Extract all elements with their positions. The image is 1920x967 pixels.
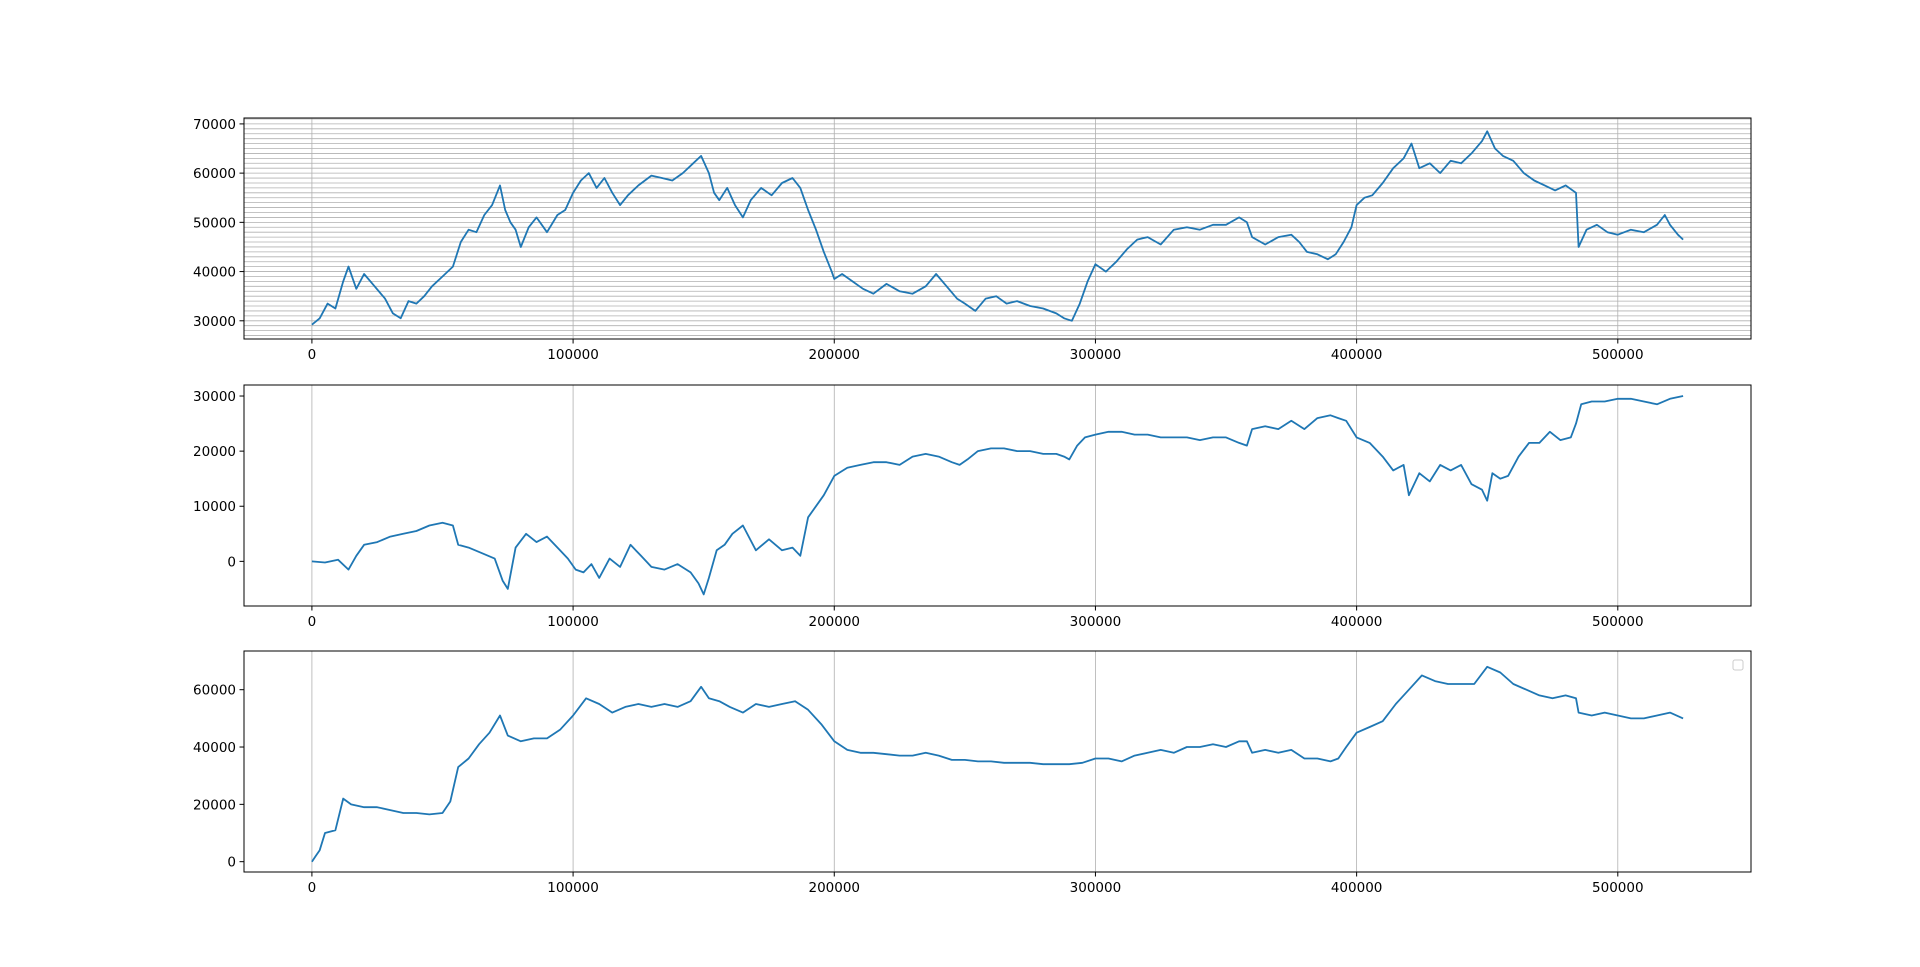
y-tick-label: 10000 [193, 499, 236, 515]
x-tick-label: 500000 [1592, 347, 1644, 363]
x-tick-label: 100000 [547, 347, 599, 363]
x-tick-label: 200000 [808, 614, 860, 630]
y-tick-label: 20000 [193, 444, 236, 460]
y-tick-label: 0 [227, 554, 236, 570]
x-tick-label: 400000 [1331, 880, 1383, 896]
y-tick-label: 40000 [193, 265, 236, 281]
y-tick-label: 20000 [193, 797, 236, 813]
x-tick-label: 0 [308, 614, 317, 630]
x-tick-label: 0 [308, 347, 317, 363]
axes-frame [243, 117, 1752, 340]
y-tick-label: 50000 [193, 215, 236, 231]
x-tick-label: 300000 [1070, 347, 1122, 363]
x-tick-label: 400000 [1331, 347, 1383, 363]
y-tick-label: 40000 [193, 740, 236, 756]
y-tick-label: 60000 [193, 166, 236, 182]
x-tick-label: 500000 [1592, 880, 1644, 896]
y-tick-label: 60000 [193, 683, 236, 699]
x-tick-label: 100000 [547, 614, 599, 630]
axes-frame [243, 650, 1752, 873]
x-tick-label: 200000 [808, 347, 860, 363]
x-tick-label: 500000 [1592, 614, 1644, 630]
x-tick-label: 300000 [1070, 880, 1122, 896]
y-tick-label: 70000 [193, 117, 236, 133]
y-tick-label: 30000 [193, 389, 236, 405]
y-tick-label: 30000 [193, 314, 236, 330]
series-line-1 [311, 395, 1684, 596]
chart-panel-2: 0 100000 200000 300000 400000 500000 0 10000 200… [193, 384, 1752, 630]
x-tick-label: 0 [308, 880, 317, 896]
axes-frame [243, 384, 1752, 607]
x-tick-label: 400000 [1331, 614, 1383, 630]
chart-panel-3: 0 100000 200000 300000 400000 500000 0 20000 400… [193, 650, 1752, 896]
y-minor-gridlines [244, 118, 1751, 336]
x-tick-label: 100000 [547, 880, 599, 896]
y-tick-label: 0 [227, 855, 236, 871]
x-tick-label: 300000 [1070, 614, 1122, 630]
x-tick-label: 200000 [808, 880, 860, 896]
empty-legend-box [1732, 659, 1744, 671]
chart-panel-1: 0 100000 200000 300000 400000 500000 30000 4000… [193, 117, 1752, 363]
series-line-1 [311, 665, 1684, 863]
series-line-1 [311, 130, 1684, 326]
